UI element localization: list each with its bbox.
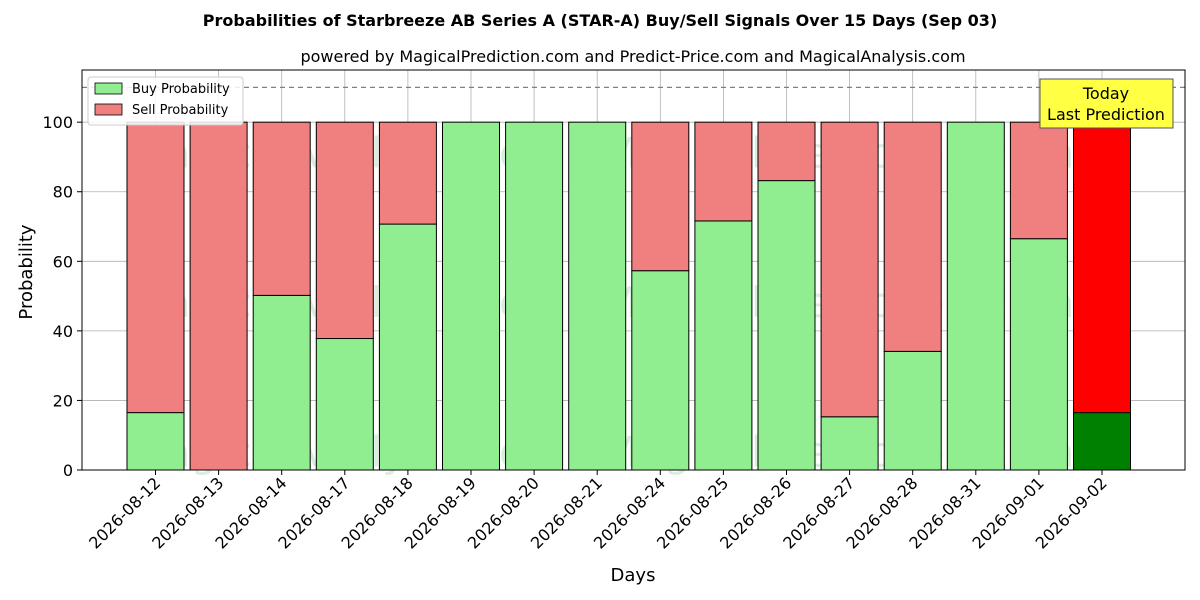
buy-bar	[1009, 238, 1068, 471]
sell-bar	[757, 121, 816, 182]
buy-bar	[946, 121, 1005, 471]
y-axis-label: Probability	[16, 224, 37, 319]
sell-bar	[315, 121, 374, 340]
plot-frame	[81, 69, 1186, 471]
y-tick-label: 40	[53, 322, 73, 341]
legend-label-buy: Buy Probability	[132, 82, 230, 97]
buy-bar	[1073, 412, 1131, 471]
y-tick-label: 80	[53, 183, 73, 202]
today-annotation: Today Last Prediction	[1039, 78, 1174, 129]
legend-frame	[87, 76, 244, 126]
today-annotation-box	[1039, 78, 1174, 129]
x-axis-ticks: 2026-08-122026-08-132026-08-142026-08-17…	[85, 470, 1111, 553]
buy-bar	[378, 223, 437, 471]
sell-bar	[1009, 121, 1068, 240]
buy-bar	[252, 294, 311, 471]
sell-bar	[126, 121, 185, 414]
sell-bar	[631, 121, 690, 272]
buy-bar	[315, 338, 374, 471]
sell-bar	[189, 121, 248, 471]
buy-bar	[883, 350, 942, 471]
today-annotation-line2: Last Prediction	[1047, 105, 1165, 124]
buy-bar	[505, 121, 564, 471]
sell-bar	[694, 121, 753, 222]
bars-layer	[126, 121, 1131, 471]
buy-bar	[126, 412, 185, 471]
y-tick-label: 0	[63, 461, 73, 480]
sell-bar	[252, 121, 311, 296]
y-tick-label: 20	[53, 391, 73, 410]
sell-bar	[378, 121, 437, 225]
buy-bar	[442, 121, 500, 471]
today-annotation-line1: Today	[1082, 84, 1129, 103]
legend-swatch-sell	[94, 103, 123, 116]
buy-bar	[631, 270, 690, 471]
buy-bar	[757, 180, 816, 471]
buy-bar	[820, 416, 879, 471]
chart-subtitle: powered by MagicalPrediction.com and Pre…	[300, 47, 965, 66]
y-tick-label: 100	[42, 113, 73, 132]
y-tick-label: 60	[53, 252, 73, 271]
buy-bar	[694, 220, 753, 471]
x-axis-label: Days	[611, 565, 656, 586]
y-axis-ticks: 0 20 40 60 80 100	[42, 113, 82, 480]
sell-bar	[883, 121, 942, 352]
sell-bar	[820, 121, 879, 418]
legend: Buy Probability Sell Probability	[87, 76, 244, 126]
legend-label-sell: Sell Probability	[132, 103, 229, 118]
legend-swatch-buy	[94, 82, 123, 95]
chart-title: Probabilities of Starbreeze AB Series A …	[203, 11, 998, 30]
buy-bar	[568, 121, 627, 471]
sell-bar	[1073, 121, 1131, 414]
